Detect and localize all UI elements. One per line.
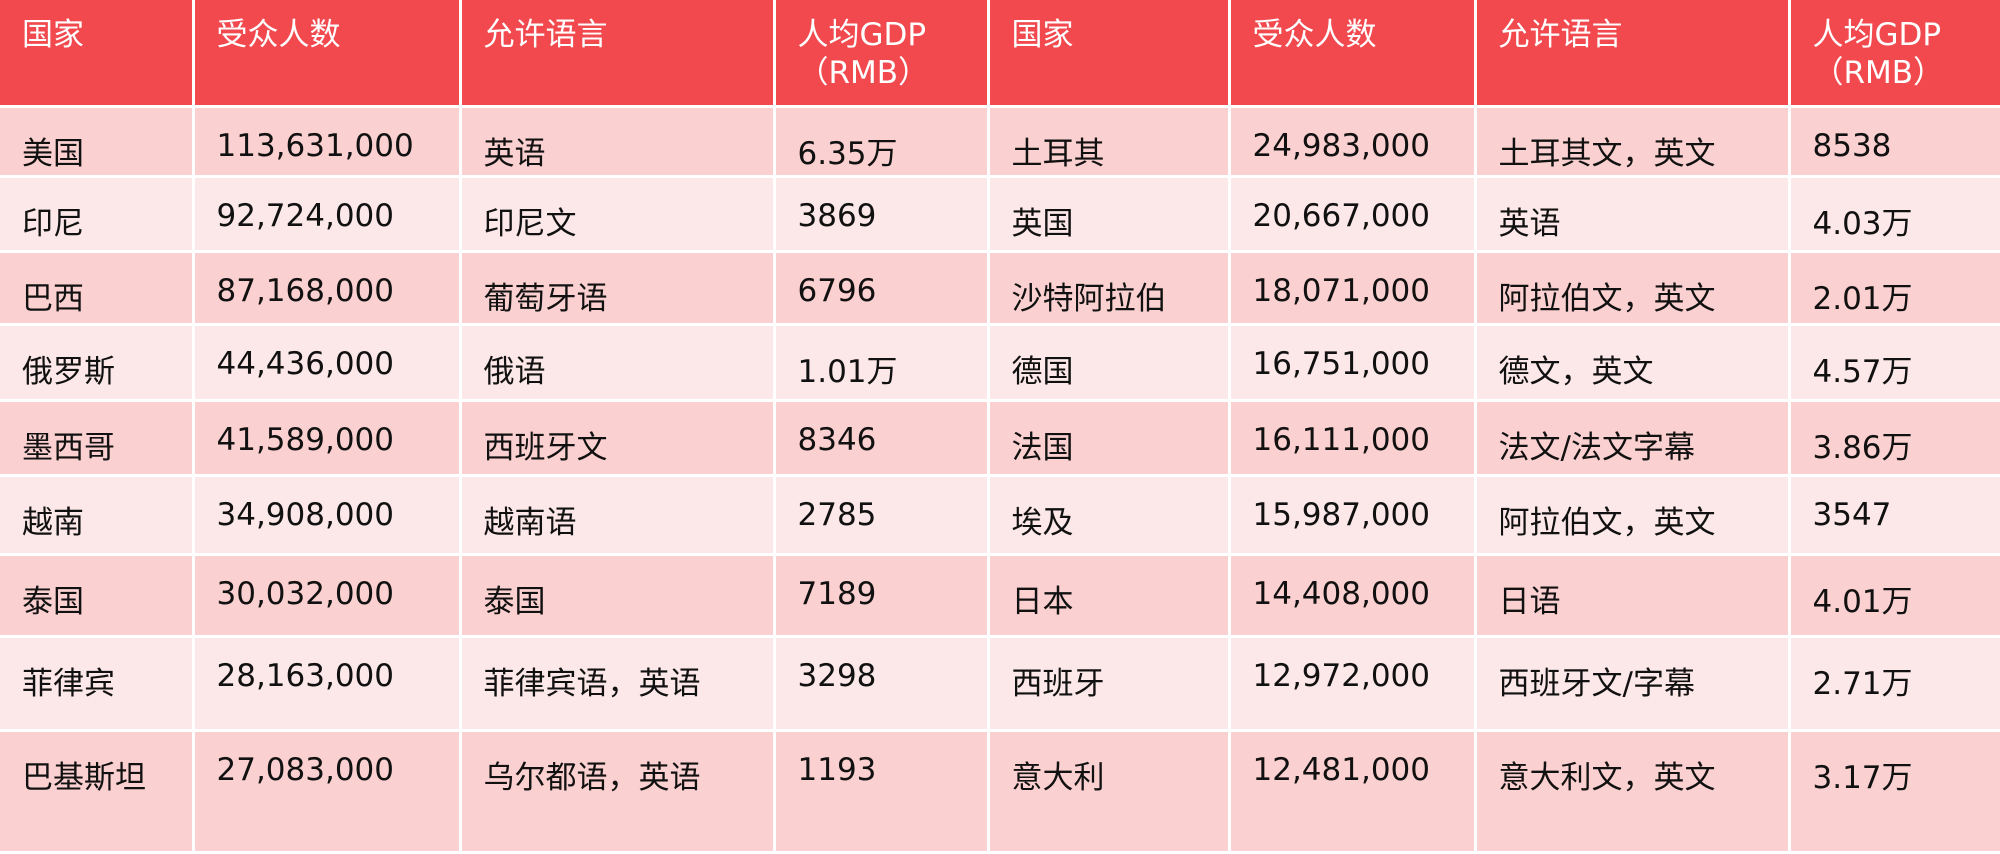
- cell-gdp-2: 2.71万: [1789, 636, 2000, 730]
- cell-gdp-1: 3298: [774, 636, 988, 730]
- cell-country-1: 印尼: [0, 176, 193, 251]
- cell-audience-2: 16,751,000: [1229, 324, 1475, 400]
- cell-audience-1: 87,168,000: [193, 251, 460, 324]
- cell-audience-2: 12,972,000: [1229, 636, 1475, 730]
- cell-gdp-2: 3.86万: [1789, 400, 2000, 475]
- header-audience-1: 受众人数: [193, 0, 460, 106]
- cell-language-2: 阿拉伯文，英文: [1475, 475, 1789, 554]
- cell-language-1: 乌尔都语，英语: [460, 730, 774, 852]
- cell-audience-2: 16,111,000: [1229, 400, 1475, 475]
- cell-language-1: 葡萄牙语: [460, 251, 774, 324]
- header-gdp-1: 人均GDP （RMB）: [774, 0, 988, 106]
- table-row: 美国 113,631,000 英语 6.35万 土耳其 24,983,000 土…: [0, 106, 2000, 176]
- table-row: 巴基斯坦 27,083,000 乌尔都语，英语 1193 意大利 12,481,…: [0, 730, 2000, 852]
- cell-gdp-1: 8346: [774, 400, 988, 475]
- cell-gdp-2: 4.01万: [1789, 554, 2000, 636]
- cell-country-2: 西班牙: [988, 636, 1229, 730]
- cell-gdp-1: 1193: [774, 730, 988, 852]
- cell-audience-2: 20,667,000: [1229, 176, 1475, 251]
- cell-country-1: 美国: [0, 106, 193, 176]
- header-gdp-2: 人均GDP （RMB）: [1789, 0, 2000, 106]
- cell-audience-1: 28,163,000: [193, 636, 460, 730]
- cell-language-1: 印尼文: [460, 176, 774, 251]
- cell-country-1: 巴西: [0, 251, 193, 324]
- table-row: 印尼 92,724,000 印尼文 3869 英国 20,667,000 英语 …: [0, 176, 2000, 251]
- cell-audience-1: 41,589,000: [193, 400, 460, 475]
- cell-language-2: 英语: [1475, 176, 1789, 251]
- cell-gdp-1: 6796: [774, 251, 988, 324]
- cell-audience-2: 14,408,000: [1229, 554, 1475, 636]
- table-row: 泰国 30,032,000 泰国 7189 日本 14,408,000 日语 4…: [0, 554, 2000, 636]
- header-country-1: 国家: [0, 0, 193, 106]
- cell-country-1: 泰国: [0, 554, 193, 636]
- cell-country-2: 日本: [988, 554, 1229, 636]
- header-country-2: 国家: [988, 0, 1229, 106]
- cell-country-1: 俄罗斯: [0, 324, 193, 400]
- cell-country-2: 英国: [988, 176, 1229, 251]
- cell-audience-2: 15,987,000: [1229, 475, 1475, 554]
- cell-audience-2: 24,983,000: [1229, 106, 1475, 176]
- cell-country-2: 德国: [988, 324, 1229, 400]
- cell-gdp-2: 2.01万: [1789, 251, 2000, 324]
- header-gdp-1-unit: （RMB）: [798, 54, 987, 92]
- cell-gdp-1: 3869: [774, 176, 988, 251]
- table-row: 墨西哥 41,589,000 西班牙文 8346 法国 16,111,000 法…: [0, 400, 2000, 475]
- header-language-2: 允许语言: [1475, 0, 1789, 106]
- cell-gdp-1: 7189: [774, 554, 988, 636]
- cell-language-1: 俄语: [460, 324, 774, 400]
- cell-audience-2: 12,481,000: [1229, 730, 1475, 852]
- table-row: 越南 34,908,000 越南语 2785 埃及 15,987,000 阿拉伯…: [0, 475, 2000, 554]
- cell-country-2: 土耳其: [988, 106, 1229, 176]
- cell-gdp-1: 1.01万: [774, 324, 988, 400]
- cell-country-1: 越南: [0, 475, 193, 554]
- cell-language-2: 日语: [1475, 554, 1789, 636]
- cell-language-1: 英语: [460, 106, 774, 176]
- cell-language-2: 意大利文，英文: [1475, 730, 1789, 852]
- header-audience-2: 受众人数: [1229, 0, 1475, 106]
- cell-language-2: 西班牙文/字幕: [1475, 636, 1789, 730]
- cell-language-2: 阿拉伯文，英文: [1475, 251, 1789, 324]
- header-gdp-2-title: 人均GDP: [1813, 16, 2000, 54]
- cell-gdp-1: 6.35万: [774, 106, 988, 176]
- cell-gdp-2: 3.17万: [1789, 730, 2000, 852]
- cell-gdp-2: 4.03万: [1789, 176, 2000, 251]
- cell-country-1: 巴基斯坦: [0, 730, 193, 852]
- cell-audience-1: 44,436,000: [193, 324, 460, 400]
- cell-language-2: 法文/法文字幕: [1475, 400, 1789, 475]
- header-language-1: 允许语言: [460, 0, 774, 106]
- cell-audience-1: 30,032,000: [193, 554, 460, 636]
- cell-gdp-1: 2785: [774, 475, 988, 554]
- cell-language-2: 土耳其文，英文: [1475, 106, 1789, 176]
- cell-audience-1: 113,631,000: [193, 106, 460, 176]
- cell-country-2: 意大利: [988, 730, 1229, 852]
- cell-language-1: 泰国: [460, 554, 774, 636]
- cell-audience-1: 92,724,000: [193, 176, 460, 251]
- cell-language-1: 西班牙文: [460, 400, 774, 475]
- cell-country-1: 墨西哥: [0, 400, 193, 475]
- cell-gdp-2: 4.57万: [1789, 324, 2000, 400]
- cell-language-1: 越南语: [460, 475, 774, 554]
- cell-country-2: 法国: [988, 400, 1229, 475]
- cell-country-2: 沙特阿拉伯: [988, 251, 1229, 324]
- cell-language-2: 德文，英文: [1475, 324, 1789, 400]
- cell-audience-2: 18,071,000: [1229, 251, 1475, 324]
- table-row: 俄罗斯 44,436,000 俄语 1.01万 德国 16,751,000 德文…: [0, 324, 2000, 400]
- cell-gdp-2: 8538: [1789, 106, 2000, 176]
- header-gdp-1-title: 人均GDP: [798, 16, 987, 54]
- header-gdp-2-unit: （RMB）: [1813, 54, 2000, 92]
- table-row: 菲律宾 28,163,000 菲律宾语，英语 3298 西班牙 12,972,0…: [0, 636, 2000, 730]
- cell-audience-1: 27,083,000: [193, 730, 460, 852]
- table-header-row: 国家 受众人数 允许语言 人均GDP （RMB） 国家 受众人数 允许语言 人均…: [0, 0, 2000, 106]
- table-row: 巴西 87,168,000 葡萄牙语 6796 沙特阿拉伯 18,071,000…: [0, 251, 2000, 324]
- cell-country-2: 埃及: [988, 475, 1229, 554]
- cell-gdp-2: 3547: [1789, 475, 2000, 554]
- cell-country-1: 菲律宾: [0, 636, 193, 730]
- cell-language-1: 菲律宾语，英语: [460, 636, 774, 730]
- cell-audience-1: 34,908,000: [193, 475, 460, 554]
